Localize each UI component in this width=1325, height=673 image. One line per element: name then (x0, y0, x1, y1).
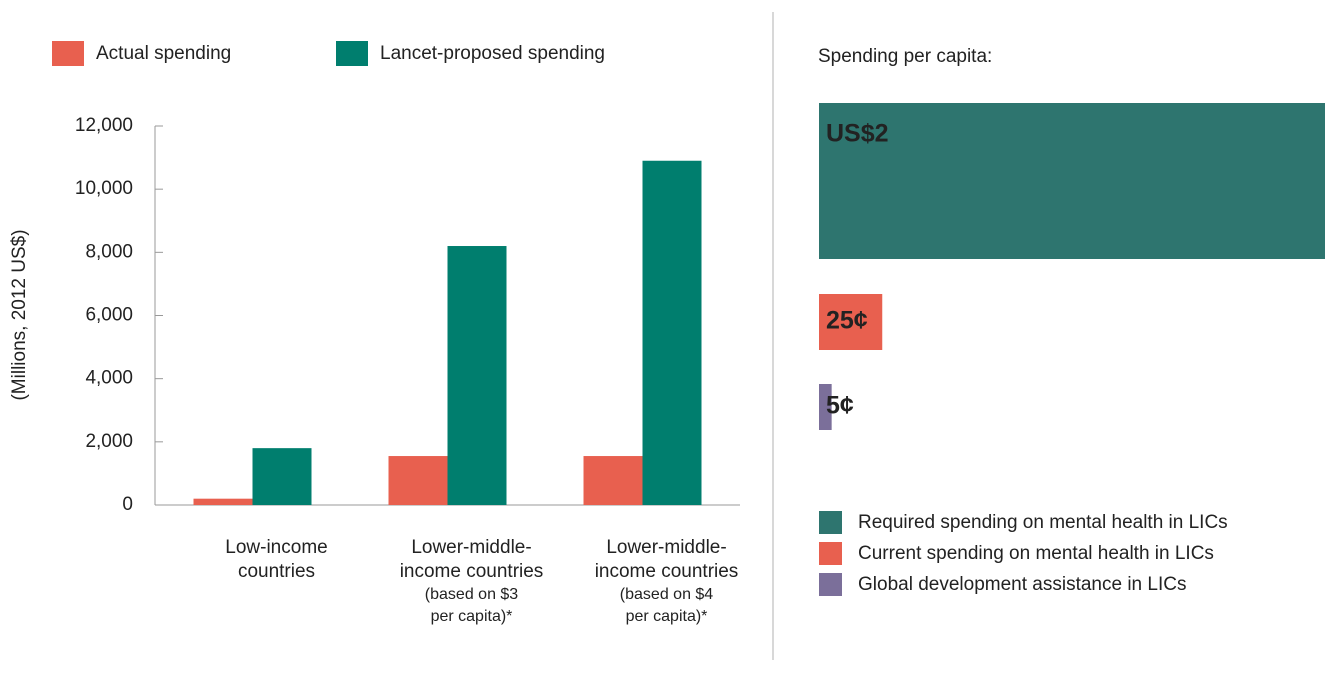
y-tick-label: 8,000 (85, 241, 133, 262)
bar (583, 456, 643, 505)
value-label: 5¢ (826, 392, 854, 420)
bar (819, 103, 1325, 259)
legend-swatch (52, 41, 84, 66)
legend-swatch (819, 511, 842, 534)
x-tick-label: Lower-middle-income countries (based on $… (387, 536, 557, 628)
legend-swatch (819, 542, 842, 565)
x-tick-label: Low-income countries (225, 537, 328, 582)
bar (447, 246, 507, 505)
right-title: Spending per capita: (818, 46, 992, 67)
x-tick-label: Lower-middle-income countries (based on $… (582, 536, 752, 628)
value-label: 25¢ (826, 307, 868, 335)
y-tick-label: 2,000 (85, 431, 133, 452)
bar (819, 384, 832, 430)
x-tick-note: (based on $3 per capita)* (424, 586, 519, 625)
value-label: US$2 (826, 120, 889, 148)
bar (388, 456, 448, 505)
legend-label: Required spending on mental health in LI… (858, 512, 1228, 533)
legend-swatch (336, 41, 368, 66)
y-tick-label: 10,000 (75, 178, 133, 199)
bar (819, 294, 883, 350)
y-tick-label: 6,000 (85, 305, 133, 326)
y-tick-label: 12,000 (75, 115, 133, 136)
legend-label: Global development assistance in LICs (858, 574, 1186, 595)
x-tick-note: (based on $4 per capita)* (619, 586, 714, 625)
legend-swatch (819, 573, 842, 596)
bar (193, 498, 253, 505)
y-axis-label: (Millions, 2012 US$) (9, 229, 30, 400)
bar (642, 160, 702, 505)
legend-label: Actual spending (96, 43, 231, 64)
legend-label: Current spending on mental health in LIC… (858, 543, 1214, 564)
y-tick-label: 0 (122, 494, 133, 515)
bar (252, 448, 312, 505)
legend-label: Lancet-proposed spending (380, 43, 605, 64)
y-tick-label: 4,000 (85, 368, 133, 389)
